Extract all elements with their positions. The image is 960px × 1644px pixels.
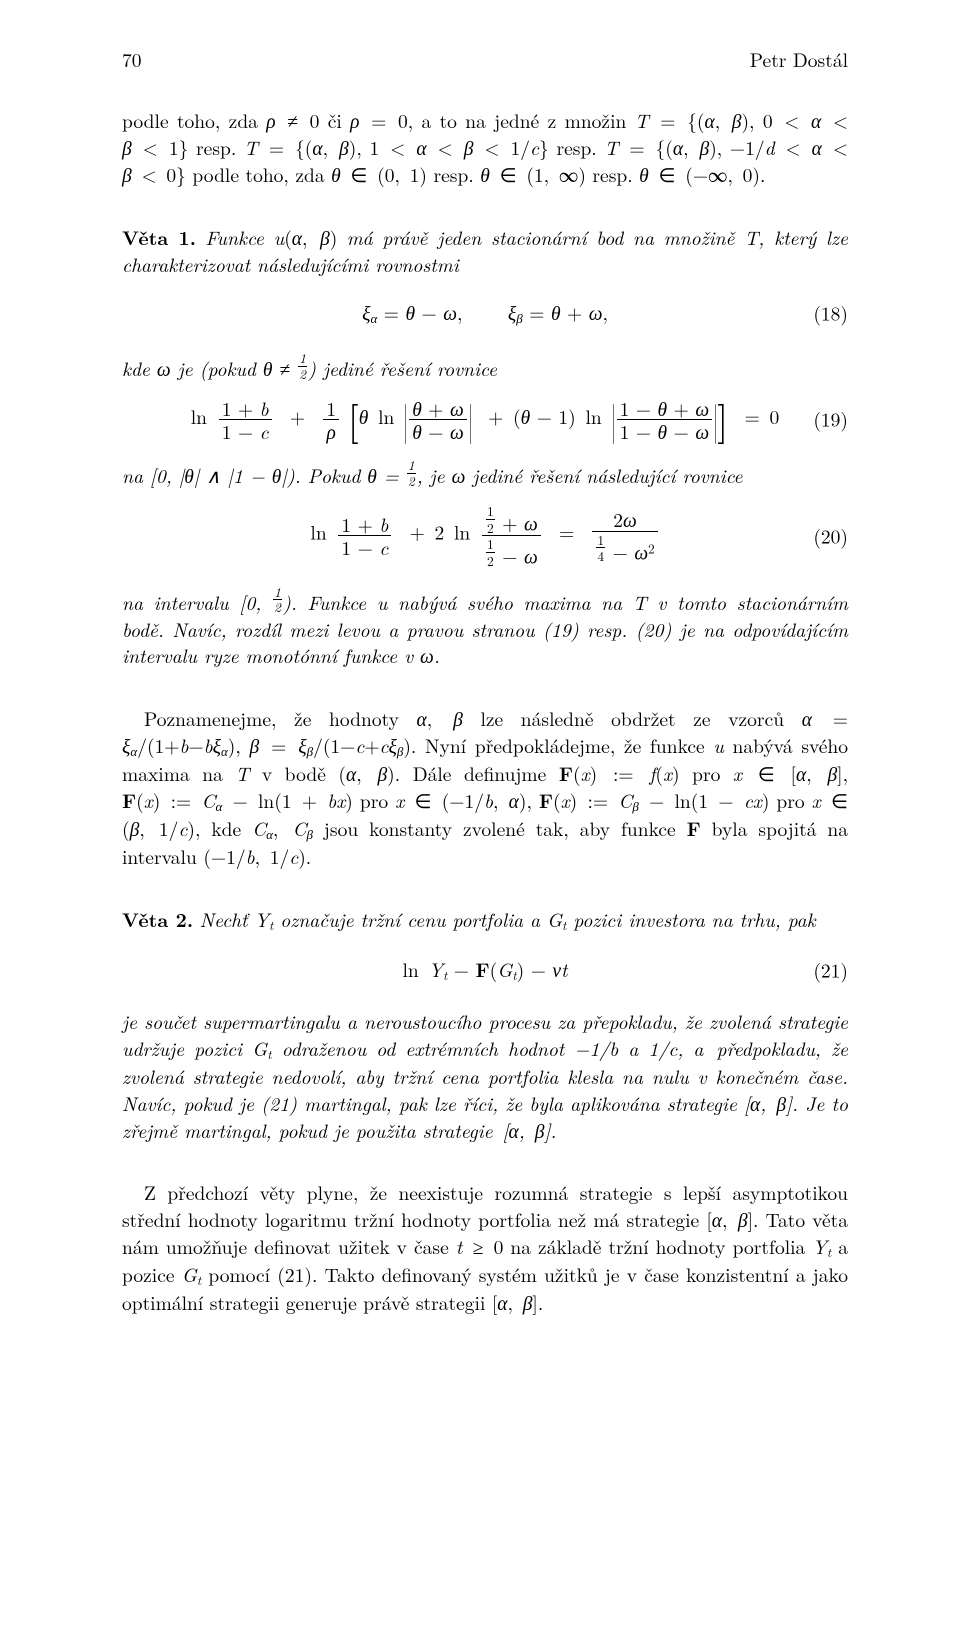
intro-paragraph: podle toho, zda ρ ≠ 0 či ρ = 0, a to na … [122,107,848,188]
header-author: Petr Dostál [750,46,848,73]
theorem-2-label: Věta 2. [122,905,193,933]
spacer [122,683,848,705]
spacer [122,202,848,224]
theorem-1-after19: na [0, |θ| ∧ |1 − θ|). Pokud θ = 12, je … [122,458,848,489]
spacer [122,884,848,906]
paragraph-2: Poznamenejme, že hodnoty α, β lze násled… [122,705,848,870]
equation-18-number: (18) [813,300,848,327]
equation-21-body: ln Yt − F(Gt) − νt [402,956,567,984]
theorem-1-label: Věta 1. [122,223,196,251]
equation-19: ln 1 + b1 − c + 1ρ [θ ln |θ + ωθ − ω| + … [122,397,848,443]
equation-20-body: ln 1 + b1 − c + 2 ln 12 + ω12 − ω = 2ω14… [310,503,659,568]
equation-18-body: ξα = θ − ω, ξβ = θ + ω, [362,299,608,327]
theorem-1: Věta 1. Funkce u(α, β) má právě jeden st… [122,224,848,278]
spacer [122,1157,848,1179]
equation-20-number: (20) [813,523,848,550]
page-header: 70 Petr Dostál [122,46,848,73]
page-container: 70 Petr Dostál podle toho, zda ρ ≠ 0 či … [0,0,960,1644]
equation-21-number: (21) [813,956,848,983]
theorem-1-mid: kde ω je (pokud θ ≠ 12) jediné řešení ro… [122,351,848,382]
theorem-1-after20: na intervalu [0, 12). Funkce u nabývá sv… [122,585,848,670]
paragraph-3: Z předchozí věty plyne, že neexistuje ro… [122,1179,848,1316]
theorem-2-body: je součet supermartingalu a neroustoucíh… [122,1008,848,1144]
equation-19-number: (19) [813,406,848,433]
page-number: 70 [122,46,142,73]
theorem-2-lead: Věta 2. Nechť Yt označuje tržní cenu por… [122,906,848,934]
equation-19-body: ln 1 + b1 − c + 1ρ [θ ln |θ + ωθ − ω| + … [191,397,780,443]
equation-18: ξα = θ − ω, ξβ = θ + ω, (18) [122,291,848,335]
equation-21: ln Yt − F(Gt) − νt (21) [122,948,848,992]
equation-20: ln 1 + b1 − c + 2 ln 12 + ω12 − ω = 2ω14… [122,503,848,568]
